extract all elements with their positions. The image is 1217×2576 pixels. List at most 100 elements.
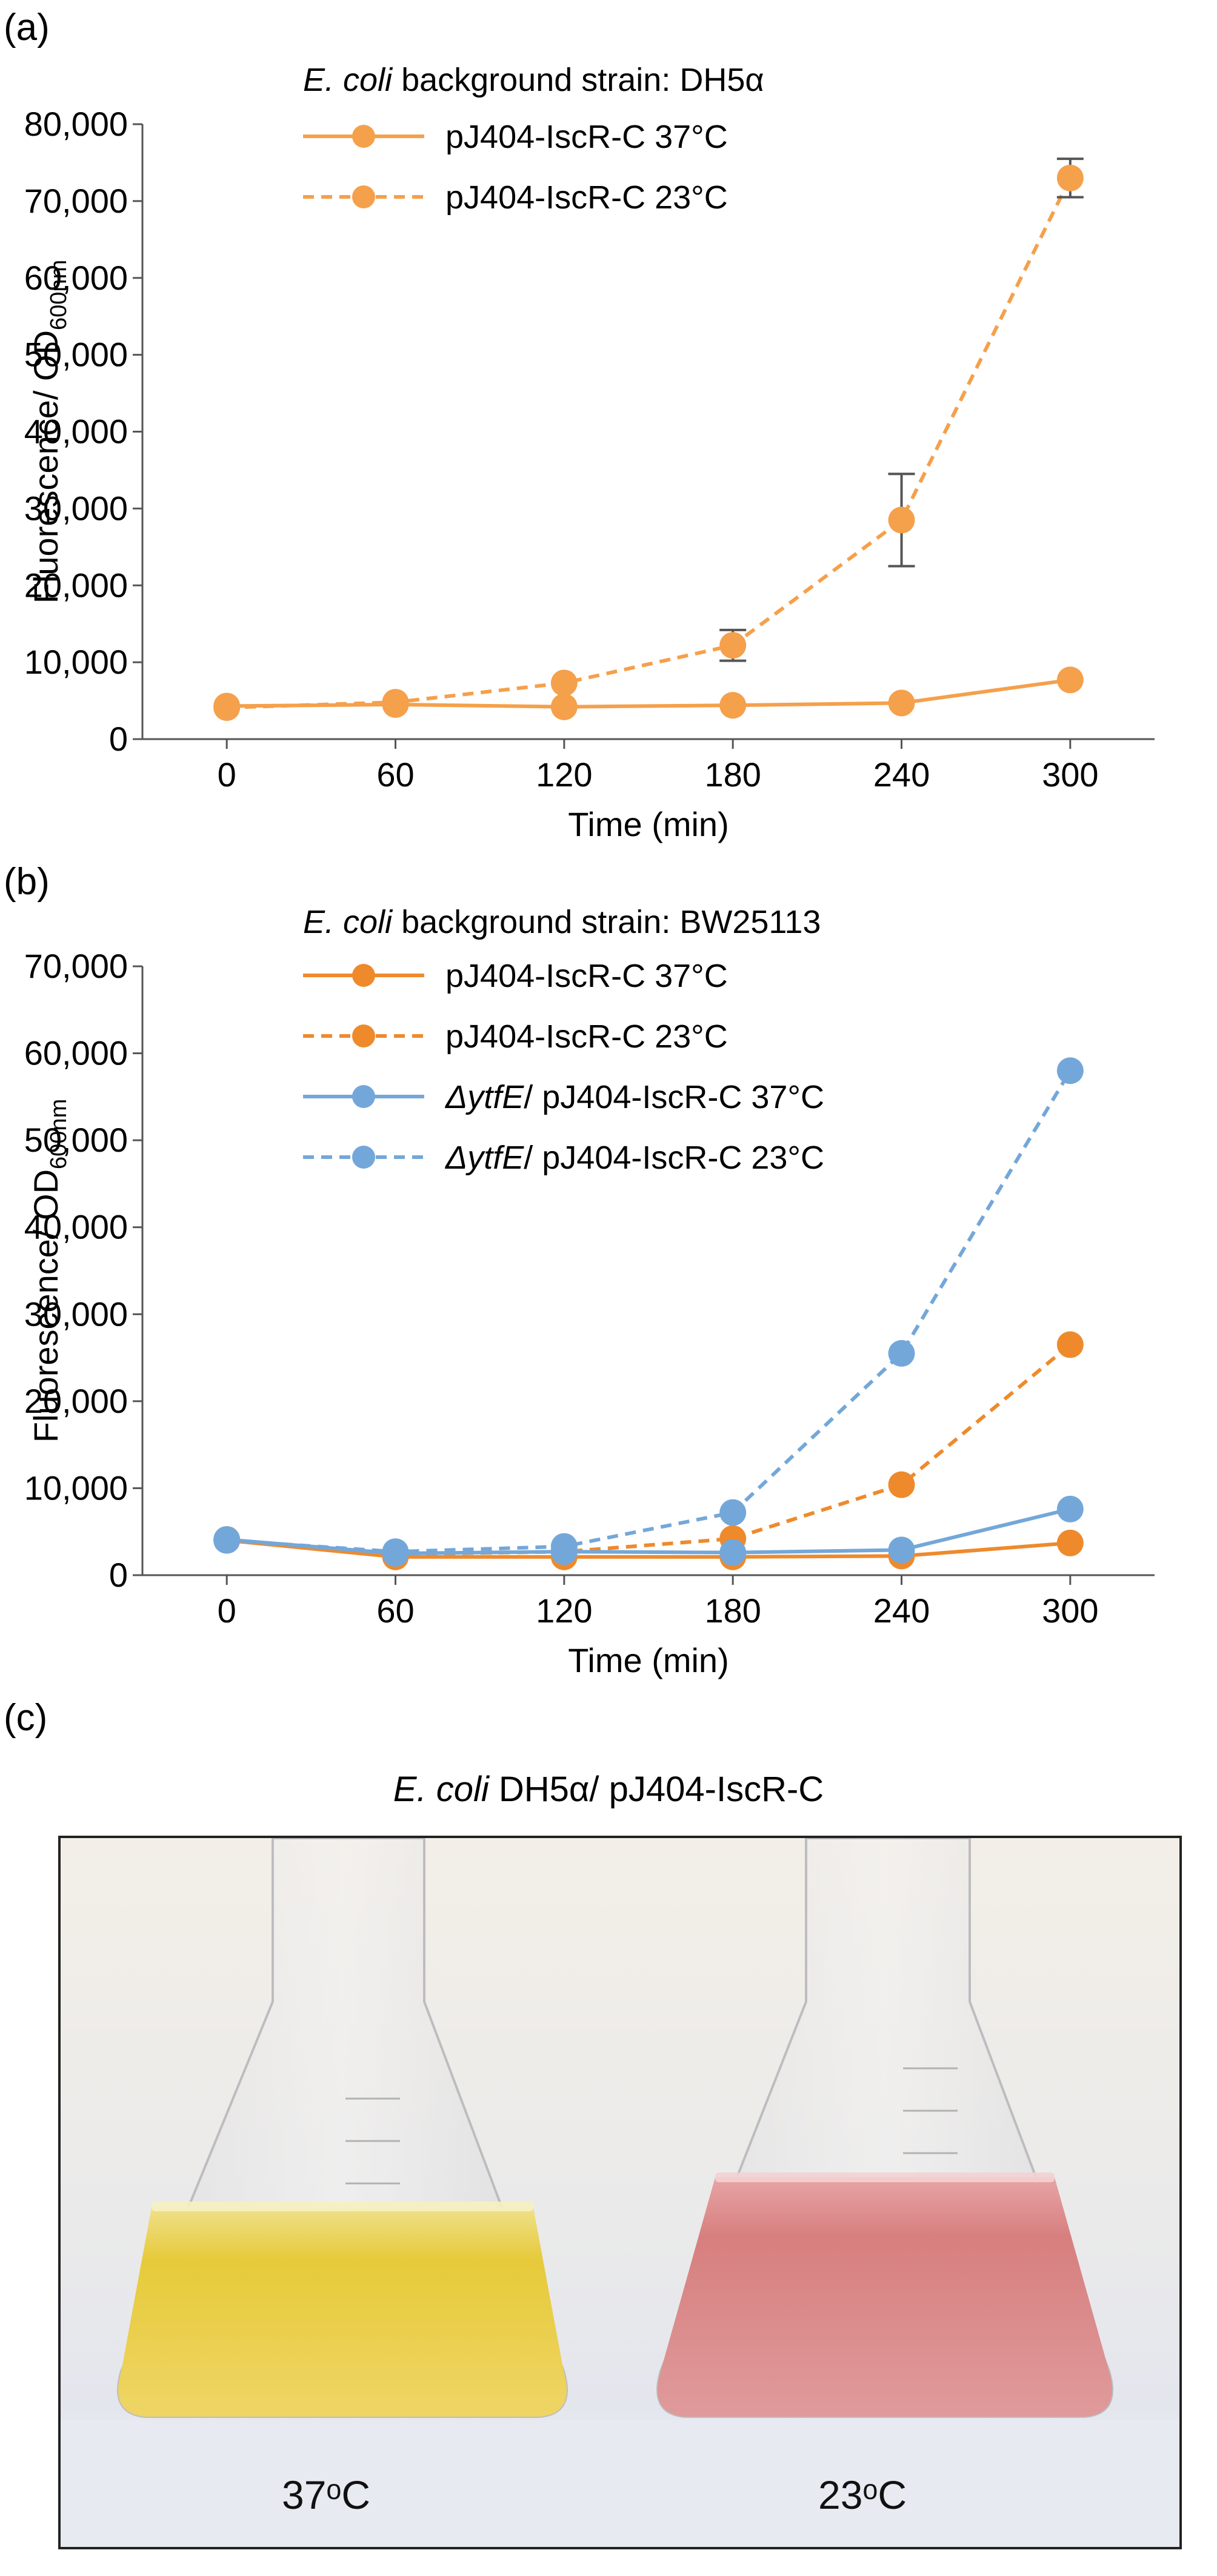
data-point xyxy=(719,1499,747,1526)
legend-label-rest: / pJ404-IscR-C 37°C xyxy=(524,1079,824,1115)
legend-label: pJ404-IscR-C 37°C xyxy=(445,119,728,155)
data-point xyxy=(550,693,578,720)
legend-label-italic: ΔytfE xyxy=(444,1079,524,1115)
y-axis-label-main: Fluorescence/ OD xyxy=(27,330,65,603)
x-tick-label: 180 xyxy=(704,1592,761,1630)
y-tick-label: 40,000 xyxy=(24,1208,128,1246)
chart-title-italic: E. coli xyxy=(303,904,393,940)
data-point xyxy=(1056,1057,1084,1084)
legend-label: ΔytfE/ pJ404-IscR-C 37°C xyxy=(444,1079,824,1115)
flask-left xyxy=(117,1838,568,2418)
legend-label: pJ404-IscR-C 23°C xyxy=(445,1018,728,1055)
x-tick-label: 240 xyxy=(873,755,930,794)
data-point xyxy=(888,1339,915,1367)
legend-label-rest: pJ404-IscR-C 23°C xyxy=(445,179,728,216)
data-point xyxy=(888,1471,915,1498)
y-tick-label: 50,000 xyxy=(24,1121,128,1159)
right-flask-label: 23ᵒC xyxy=(818,2472,907,2517)
data-point xyxy=(888,689,915,717)
chart-b: E. coli background strain: BW25113 0 10,00… xyxy=(0,848,1217,1699)
legend-label-rest: pJ404-IscR-C 37°C xyxy=(445,119,728,155)
data-point xyxy=(213,694,241,721)
y-tick-label: 50,000 xyxy=(24,336,128,374)
flask-photo: 37ᵒC 23ᵒC xyxy=(58,1836,1182,2549)
panel-label-b: (b) xyxy=(4,861,50,903)
y-axis-label: Fluorescence/ OD600nm xyxy=(27,260,72,603)
legend-marker xyxy=(352,964,375,987)
series-line-1 xyxy=(227,177,1072,709)
flask-photo-art xyxy=(61,1838,1179,2547)
data-point xyxy=(382,1538,409,1565)
legend-marker xyxy=(352,1146,375,1169)
y-tick-label: 40,000 xyxy=(24,413,128,451)
chart-title-rest: background strain: DH5α xyxy=(392,62,764,98)
flask-right xyxy=(656,1838,1113,2418)
chart-a: E. coli background strain: DH5α 0 10,000 20… xyxy=(0,0,1217,851)
chart-title: E. coli background strain: DH5α xyxy=(303,62,764,98)
chart-svg-1: E. coli background strain: BW25113 0 10,00… xyxy=(24,904,1155,1679)
y-tick-label: 30,000 xyxy=(24,1295,128,1333)
data-point xyxy=(1056,1331,1084,1358)
legend-marker xyxy=(352,185,375,208)
y-tick-label: 10,000 xyxy=(24,1469,128,1507)
photo-title: E. coli DH5α/ pJ404-IscR-C xyxy=(0,1769,1217,1810)
x-axis-label: Time (min) xyxy=(568,805,729,843)
y-tick-label: 10,000 xyxy=(24,643,128,681)
y-axis-label-main: Fluorescence/ OD xyxy=(27,1169,65,1442)
data-point xyxy=(550,1533,578,1560)
legend-label-rest: / pJ404-IscR-C 23°C xyxy=(524,1140,824,1176)
data-point xyxy=(1056,1495,1084,1522)
legend-label-rest: pJ404-IscR-C 23°C xyxy=(445,1018,728,1055)
y-tick-label: 80,000 xyxy=(24,105,128,143)
legend-label-italic: ΔytfE xyxy=(444,1140,524,1176)
x-tick-label: 180 xyxy=(704,755,761,794)
y-tick-label: 30,000 xyxy=(24,489,128,527)
y-tick-label: 20,000 xyxy=(24,1382,128,1420)
x-tick-label: 0 xyxy=(218,1592,236,1630)
y-tick-label: 20,000 xyxy=(24,566,128,604)
y-axis-label-sub: 600nm xyxy=(46,260,72,330)
data-point xyxy=(719,1539,747,1566)
panel-label-c: (c) xyxy=(4,1697,48,1739)
data-point xyxy=(1056,164,1084,191)
series-line-0 xyxy=(227,678,1071,709)
photo-table xyxy=(61,2420,1179,2547)
y-axis-label-sub: 600nm xyxy=(46,1099,72,1169)
data-point xyxy=(1056,666,1084,694)
legend-marker xyxy=(352,125,375,148)
x-tick-label: 300 xyxy=(1042,1592,1098,1630)
chart-svg-0: E. coli background strain: DH5α 0 10,000 20… xyxy=(24,62,1155,843)
photo-title-italic: E. coli xyxy=(393,1770,489,1809)
legend-label: pJ404-IscR-C 23°C xyxy=(445,179,728,216)
legend-marker xyxy=(352,1024,375,1047)
y-tick-label: 0 xyxy=(109,1556,128,1594)
x-tick-label: 300 xyxy=(1042,755,1098,794)
data-point xyxy=(888,506,915,534)
data-point xyxy=(888,1536,915,1564)
y-tick-label: 0 xyxy=(109,720,128,758)
panel-label-a: (a) xyxy=(4,7,50,48)
legend-marker xyxy=(352,1085,375,1108)
chart-title: E. coli background strain: BW25113 xyxy=(303,904,821,940)
data-point xyxy=(719,632,747,659)
y-tick-label: 70,000 xyxy=(24,182,128,220)
x-tick-label: 0 xyxy=(218,755,236,794)
data-point xyxy=(382,689,409,716)
legend-label-rest: pJ404-IscR-C 37°C xyxy=(445,958,728,994)
data-point xyxy=(719,692,747,719)
legend-label: ΔytfE/ pJ404-IscR-C 23°C xyxy=(444,1140,824,1176)
chart-title-italic: E. coli xyxy=(303,62,393,98)
series-line-0 xyxy=(226,1538,1071,1559)
series-line-2 xyxy=(226,1507,1071,1556)
y-tick-label: 70,000 xyxy=(24,947,128,985)
data-point xyxy=(213,1527,241,1554)
x-tick-label: 60 xyxy=(376,1592,414,1630)
x-tick-label: 120 xyxy=(536,755,592,794)
data-point xyxy=(550,669,578,697)
x-tick-label: 60 xyxy=(376,755,414,794)
photo-title-rest: DH5α/ pJ404-IscR-C xyxy=(488,1770,824,1809)
y-tick-label: 60,000 xyxy=(24,259,128,297)
series-line-3 xyxy=(226,1069,1072,1554)
chart-title-rest: background strain: BW25113 xyxy=(392,904,821,940)
series-line-1 xyxy=(226,1343,1072,1556)
